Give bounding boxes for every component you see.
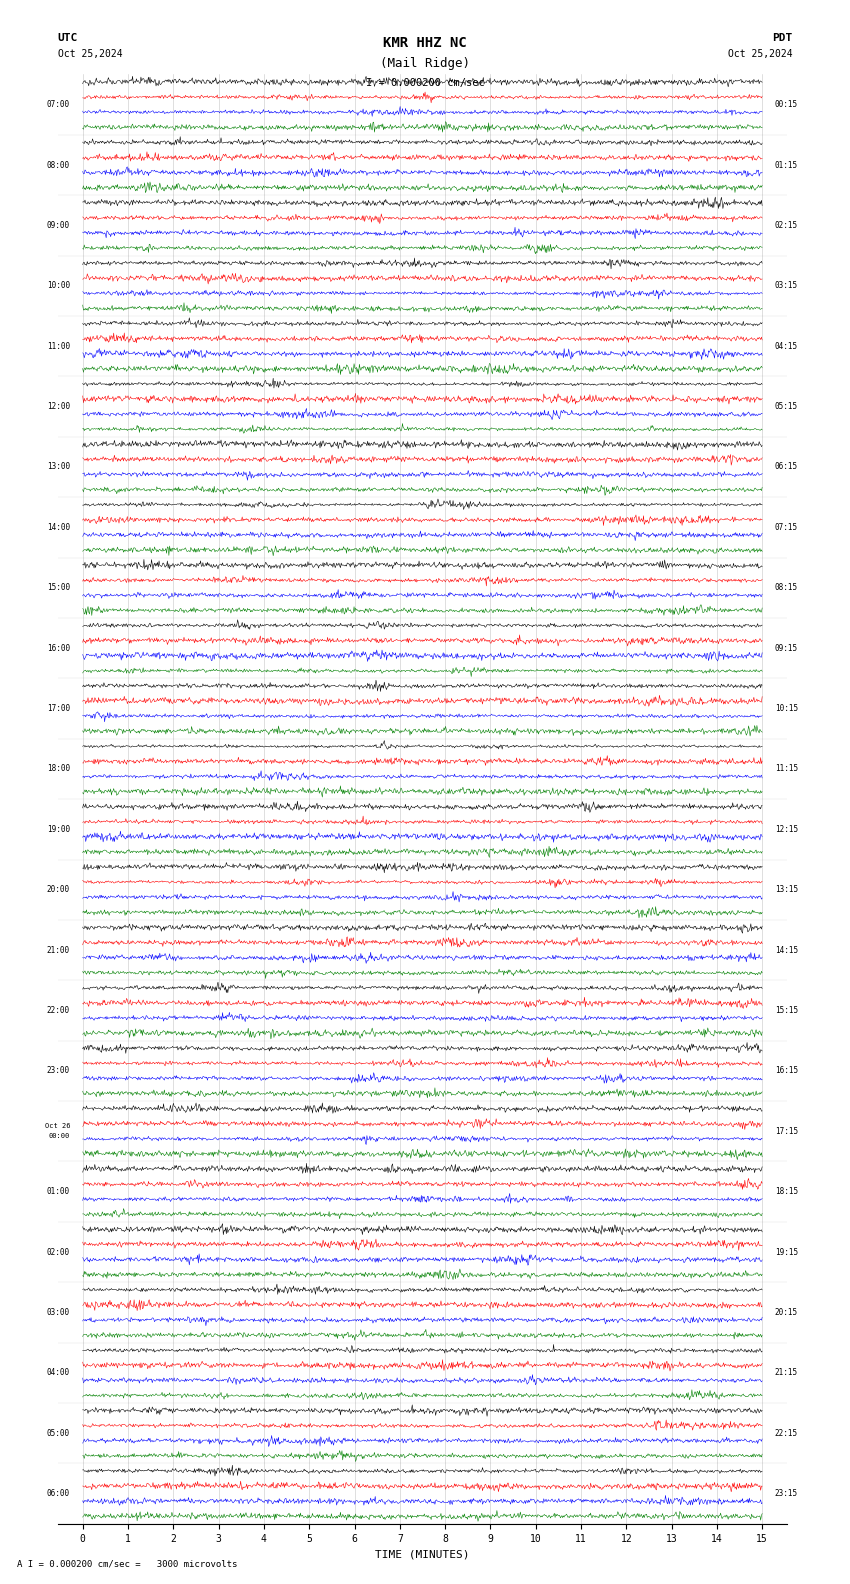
Text: 02:00: 02:00 bbox=[47, 1248, 70, 1256]
Text: Oct 26: Oct 26 bbox=[44, 1123, 70, 1129]
Text: 23:00: 23:00 bbox=[47, 1066, 70, 1076]
Text: 10:15: 10:15 bbox=[775, 703, 798, 713]
Text: 01:15: 01:15 bbox=[775, 160, 798, 169]
Text: 17:15: 17:15 bbox=[775, 1126, 798, 1136]
Text: 21:00: 21:00 bbox=[47, 946, 70, 955]
Text: 11:15: 11:15 bbox=[775, 765, 798, 773]
Text: (Mail Ridge): (Mail Ridge) bbox=[380, 57, 470, 70]
Text: 01:00: 01:00 bbox=[47, 1186, 70, 1196]
Text: 09:15: 09:15 bbox=[775, 643, 798, 653]
Text: 16:00: 16:00 bbox=[47, 643, 70, 653]
Text: 05:00: 05:00 bbox=[47, 1429, 70, 1438]
X-axis label: TIME (MINUTES): TIME (MINUTES) bbox=[375, 1549, 470, 1559]
Text: KMR HHZ NC: KMR HHZ NC bbox=[383, 36, 467, 51]
Text: A I = 0.000200 cm/sec =   3000 microvolts: A I = 0.000200 cm/sec = 3000 microvolts bbox=[17, 1559, 237, 1568]
Text: 07:15: 07:15 bbox=[775, 523, 798, 532]
Text: 14:15: 14:15 bbox=[775, 946, 798, 955]
Text: 18:15: 18:15 bbox=[775, 1186, 798, 1196]
Text: 12:15: 12:15 bbox=[775, 825, 798, 833]
Text: 23:15: 23:15 bbox=[775, 1489, 798, 1498]
Text: 13:15: 13:15 bbox=[775, 885, 798, 895]
Text: 21:15: 21:15 bbox=[775, 1369, 798, 1378]
Text: I = 0.000200 cm/sec: I = 0.000200 cm/sec bbox=[366, 78, 484, 87]
Text: 05:15: 05:15 bbox=[775, 402, 798, 412]
Text: 07:00: 07:00 bbox=[47, 100, 70, 109]
Text: 11:00: 11:00 bbox=[47, 342, 70, 350]
Text: 00:00: 00:00 bbox=[48, 1133, 70, 1139]
Text: UTC: UTC bbox=[58, 33, 78, 43]
Text: 06:15: 06:15 bbox=[775, 463, 798, 472]
Text: 16:15: 16:15 bbox=[775, 1066, 798, 1076]
Text: 06:00: 06:00 bbox=[47, 1489, 70, 1498]
Text: 22:15: 22:15 bbox=[775, 1429, 798, 1438]
Text: PDT: PDT bbox=[772, 33, 792, 43]
Text: 13:00: 13:00 bbox=[47, 463, 70, 472]
Text: 15:00: 15:00 bbox=[47, 583, 70, 592]
Text: 09:00: 09:00 bbox=[47, 220, 70, 230]
Text: 03:15: 03:15 bbox=[775, 282, 798, 290]
Text: 15:15: 15:15 bbox=[775, 1006, 798, 1015]
Text: 04:00: 04:00 bbox=[47, 1369, 70, 1378]
Text: 04:15: 04:15 bbox=[775, 342, 798, 350]
Text: Oct 25,2024: Oct 25,2024 bbox=[728, 49, 792, 59]
Text: Oct 25,2024: Oct 25,2024 bbox=[58, 49, 122, 59]
Text: 03:00: 03:00 bbox=[47, 1308, 70, 1316]
Text: 20:00: 20:00 bbox=[47, 885, 70, 895]
Text: 14:00: 14:00 bbox=[47, 523, 70, 532]
Text: 08:15: 08:15 bbox=[775, 583, 798, 592]
Text: 19:15: 19:15 bbox=[775, 1248, 798, 1256]
Text: 02:15: 02:15 bbox=[775, 220, 798, 230]
Text: 12:00: 12:00 bbox=[47, 402, 70, 412]
Text: 19:00: 19:00 bbox=[47, 825, 70, 833]
Text: 18:00: 18:00 bbox=[47, 765, 70, 773]
Text: 08:00: 08:00 bbox=[47, 160, 70, 169]
Text: 10:00: 10:00 bbox=[47, 282, 70, 290]
Text: 22:00: 22:00 bbox=[47, 1006, 70, 1015]
Text: 17:00: 17:00 bbox=[47, 703, 70, 713]
Text: 00:15: 00:15 bbox=[775, 100, 798, 109]
Text: 20:15: 20:15 bbox=[775, 1308, 798, 1316]
